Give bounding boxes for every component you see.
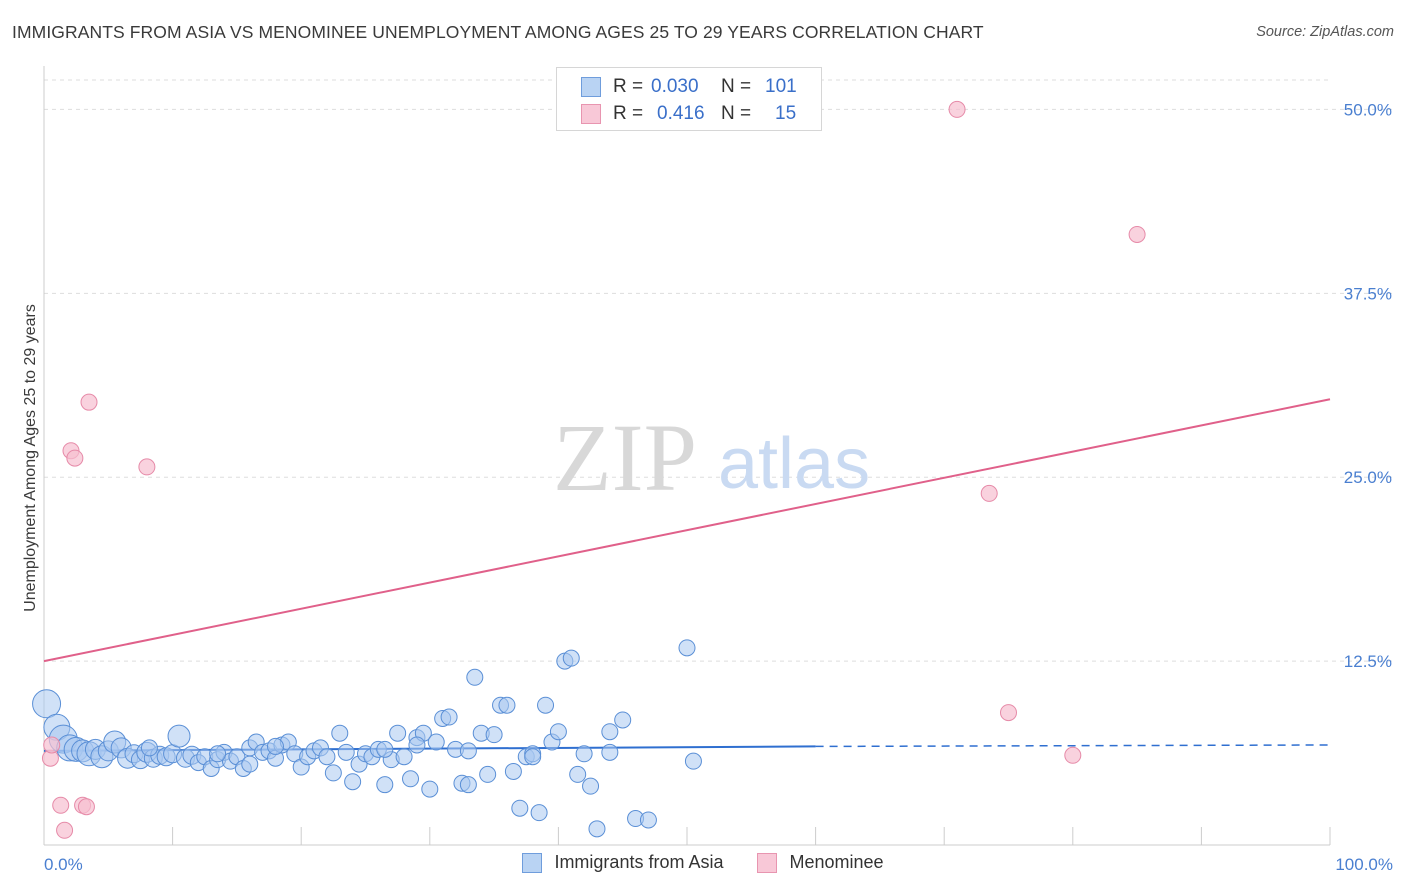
y-tick-labels: 12.5% 25.0% 37.5% 50.0% — [1344, 100, 1392, 671]
asia-point — [32, 689, 62, 719]
data-points — [32, 100, 1146, 839]
menominee-point — [980, 484, 998, 502]
menominee-point — [1064, 746, 1082, 764]
asia-point — [575, 745, 593, 763]
asia-trend-extension — [815, 744, 1331, 748]
legend-swatch-pink — [581, 104, 601, 124]
asia-point — [427, 733, 445, 751]
asia-point — [537, 696, 555, 714]
asia-point — [140, 739, 158, 757]
menominee-point — [43, 736, 61, 754]
asia-point — [395, 748, 413, 766]
asia-point — [402, 770, 420, 788]
asia-point — [562, 649, 580, 667]
legend-row-asia: R = 0.030 N = 101 — [581, 74, 797, 100]
chart-title: IMMIGRANTS FROM ASIA VS MENOMINEE UNEMPL… — [12, 22, 984, 42]
asia-point — [582, 777, 600, 795]
menominee-point — [138, 458, 156, 476]
asia-point — [421, 780, 439, 798]
asia-point — [376, 740, 394, 758]
asia-point — [389, 724, 407, 742]
menominee-point — [1128, 225, 1146, 243]
asia-point — [459, 776, 477, 794]
watermark-atlas: atlas — [718, 424, 870, 504]
y-tick-label: 25.0% — [1344, 468, 1392, 487]
asia-point — [344, 773, 362, 791]
asia-point — [524, 748, 542, 766]
bottom-legend-label-menominee: Menominee — [789, 852, 884, 872]
menominee-point — [1000, 704, 1017, 722]
legend-row-menominee: R = 0.416 N = 15 — [581, 101, 796, 127]
asia-point — [324, 764, 342, 782]
legend-r-value: 0.030 — [651, 76, 699, 97]
y-tick-label: 12.5% — [1344, 652, 1392, 671]
bottom-legend: Immigrants from Asia Menominee — [0, 852, 1406, 873]
asia-point — [241, 755, 259, 773]
asia-point — [601, 743, 619, 761]
legend-swatch-blue — [581, 77, 601, 97]
watermark-zip: ZIP — [553, 404, 697, 511]
asia-point — [266, 737, 284, 755]
asia-point — [504, 762, 522, 780]
asia-point — [209, 745, 227, 763]
menominee-trend-line — [43, 398, 1331, 663]
asia-point — [678, 639, 696, 657]
legend-r-value: 0.416 — [657, 103, 705, 124]
asia-point — [331, 724, 349, 742]
asia-point — [466, 668, 484, 686]
asia-point — [639, 811, 657, 829]
watermark: ZIP atlas — [553, 404, 870, 511]
menominee-point — [66, 449, 84, 467]
menominee-point — [52, 796, 70, 814]
axes — [43, 66, 1331, 846]
x-tick-label: 0.0% — [44, 855, 83, 874]
asia-point — [318, 748, 336, 766]
legend-n-value: 15 — [775, 103, 797, 124]
menominee-point — [56, 821, 74, 839]
legend-n-label: N = — [721, 76, 752, 97]
asia-point — [440, 708, 458, 726]
asia-point — [549, 723, 567, 741]
asia-point — [408, 736, 426, 754]
asia-point — [511, 799, 529, 817]
menominee-point — [948, 100, 966, 118]
gridlines — [44, 79, 1394, 662]
asia-point — [684, 752, 702, 770]
y-axis-label: Unemployment Among Ages 25 to 29 years — [22, 304, 39, 612]
source-label: Source: ZipAtlas.com — [1256, 24, 1394, 40]
asia-point — [498, 696, 516, 714]
menominee-point — [80, 393, 98, 411]
stats-legend: R = 0.030 N = 101 R = 0.416 N = 15 — [556, 67, 822, 131]
menominee-point — [77, 798, 95, 816]
legend-n-value: 101 — [765, 76, 797, 97]
legend-r-label: R = — [613, 76, 644, 97]
bottom-legend-swatch-blue — [522, 852, 543, 873]
asia-point — [588, 820, 606, 838]
bottom-legend-swatch-pink — [757, 852, 778, 873]
asia-point — [337, 743, 355, 761]
asia-point — [459, 742, 477, 760]
y-tick-label: 37.5% — [1344, 284, 1392, 303]
asia-point — [569, 765, 587, 783]
asia-point — [601, 723, 619, 741]
asia-point — [167, 724, 191, 748]
asia-point — [479, 765, 497, 783]
x-tick-label: 100.0% — [1335, 855, 1393, 874]
bottom-legend-label-asia: Immigrants from Asia — [554, 852, 724, 872]
asia-point — [530, 804, 548, 822]
x-tick-labels: 0.0% 100.0% — [44, 855, 1393, 874]
legend-r-label: R = — [613, 103, 644, 124]
bottom-legend-asia: Immigrants from Asia — [522, 852, 723, 873]
asia-point — [485, 726, 503, 744]
asia-point — [376, 776, 394, 794]
bottom-legend-menominee: Menominee — [757, 852, 884, 873]
legend-n-label: N = — [721, 103, 752, 124]
y-tick-label: 50.0% — [1344, 100, 1392, 119]
asia-point — [614, 711, 632, 729]
